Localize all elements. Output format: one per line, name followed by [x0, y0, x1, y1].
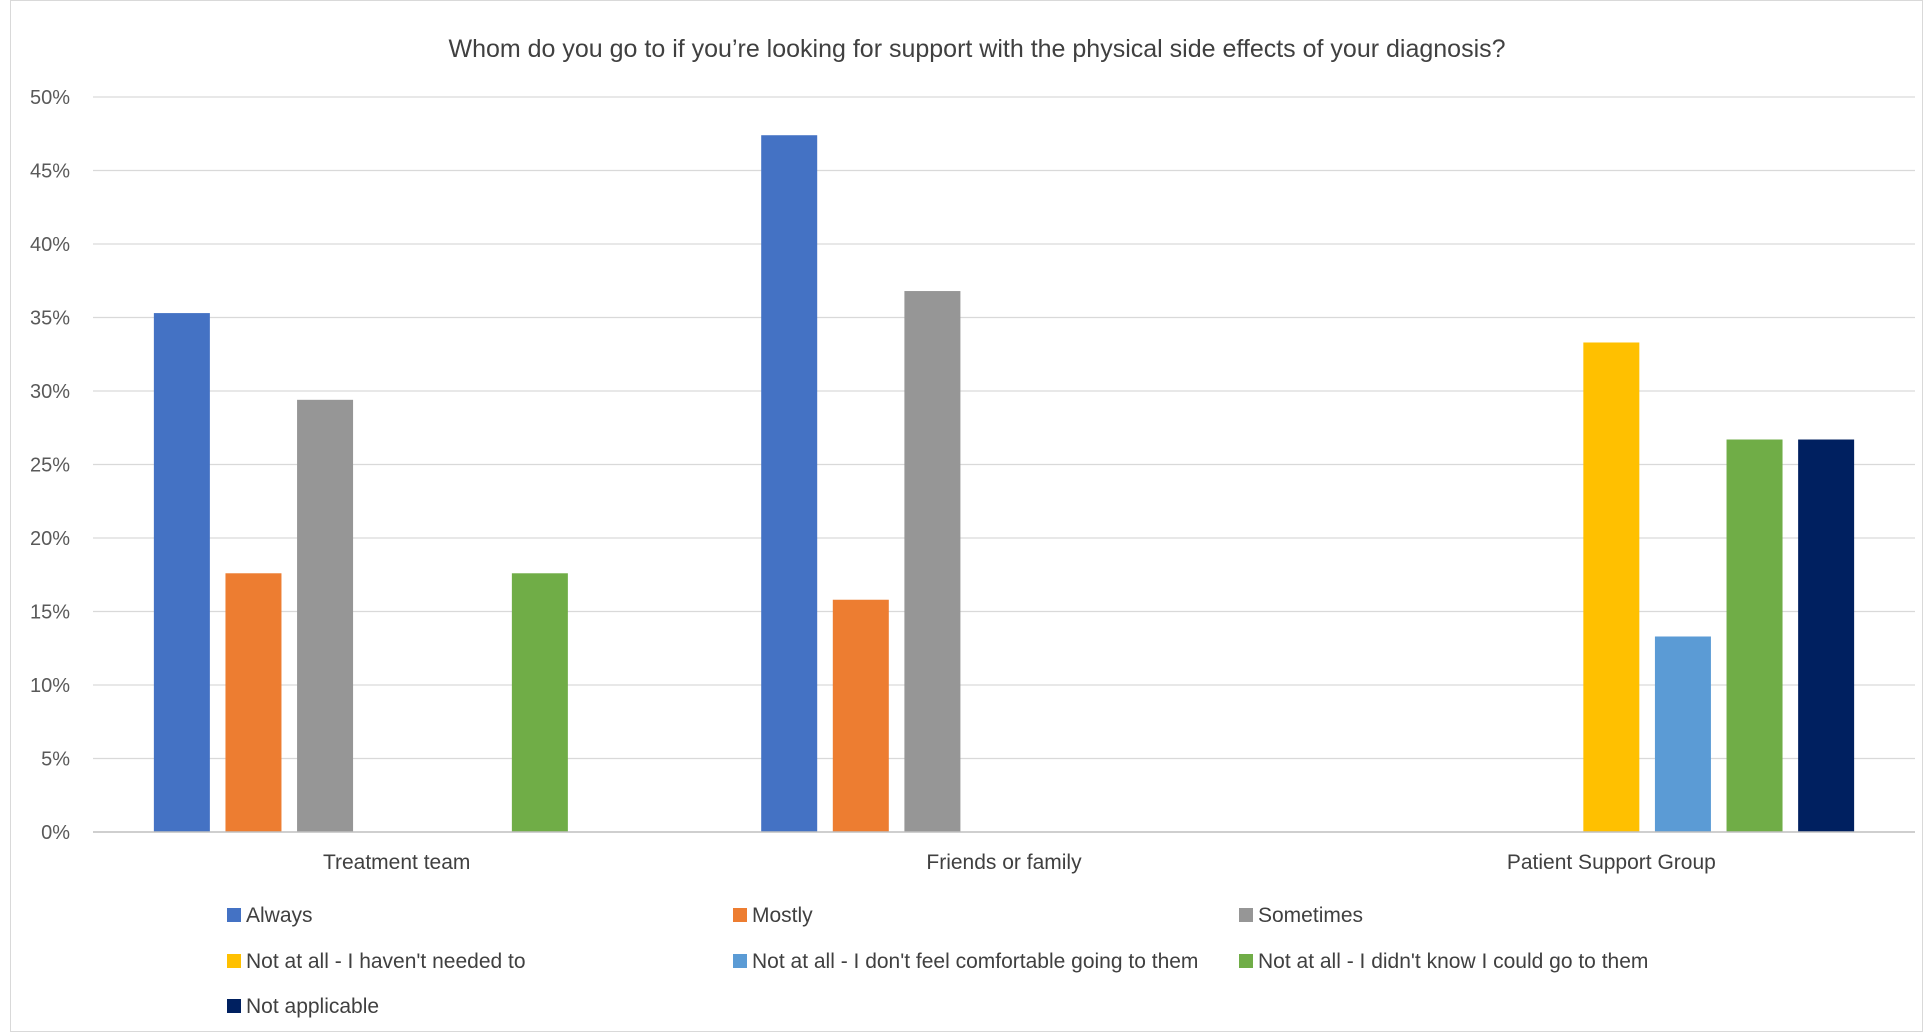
x-axis-category-labels: Treatment team Friends or family Patient S…	[323, 851, 1716, 874]
bar-0-1	[225, 573, 282, 832]
legend-swatch	[227, 908, 241, 922]
y-tick-label: 15%	[30, 602, 70, 624]
bar-1-2	[904, 291, 961, 832]
legend-label: Not at all - I didn't know I could go to…	[1258, 950, 1648, 973]
legend-label: Not at all - I don't feel comfortable go…	[752, 950, 1198, 973]
legend-swatch	[733, 954, 747, 968]
legend-label: Not at all - I haven't needed to	[246, 950, 526, 973]
bar-2-5	[1726, 439, 1783, 832]
bar-2-6	[1798, 439, 1855, 832]
legend-swatch	[227, 999, 241, 1013]
legend-swatch	[227, 954, 241, 968]
y-tick-label: 0%	[41, 822, 70, 844]
bar-0-5	[511, 573, 568, 832]
bars	[153, 135, 1855, 833]
bar-0-0	[153, 313, 210, 833]
legend-label: Always	[246, 904, 313, 927]
legend-label: Sometimes	[1258, 904, 1363, 927]
y-tick-label: 5%	[41, 749, 70, 771]
bar-0-2	[297, 399, 354, 832]
bar-2-4	[1654, 636, 1711, 832]
x-category-label: Friends or family	[926, 851, 1082, 874]
y-tick-label: 40%	[30, 234, 70, 256]
legend-swatch	[733, 908, 747, 922]
bar-1-1	[832, 599, 889, 832]
bar-1-0	[761, 135, 818, 833]
y-tick-label: 20%	[30, 528, 70, 550]
legend-swatch	[1239, 954, 1253, 968]
y-axis-tick-labels: 0% 5% 10% 15% 20% 25% 30% 35% 40% 45% 50%	[30, 87, 70, 844]
legend-label: Mostly	[752, 904, 813, 927]
bar-2-3	[1583, 342, 1640, 832]
legend-swatch	[1239, 908, 1253, 922]
y-tick-label: 30%	[30, 381, 70, 403]
gridlines	[93, 96, 1915, 760]
chart-title: Whom do you go to if you’re looking for …	[448, 35, 1505, 63]
y-tick-label: 45%	[30, 161, 70, 183]
y-tick-label: 50%	[30, 87, 70, 109]
x-category-label: Patient Support Group	[1507, 851, 1716, 874]
y-tick-label: 10%	[30, 675, 70, 697]
x-category-label: Treatment team	[323, 851, 470, 874]
y-tick-label: 25%	[30, 455, 70, 477]
legend: Always Mostly Sometimes Not at all - I have…	[227, 904, 1648, 1018]
y-tick-label: 35%	[30, 308, 70, 330]
legend-label: Not applicable	[246, 995, 379, 1018]
